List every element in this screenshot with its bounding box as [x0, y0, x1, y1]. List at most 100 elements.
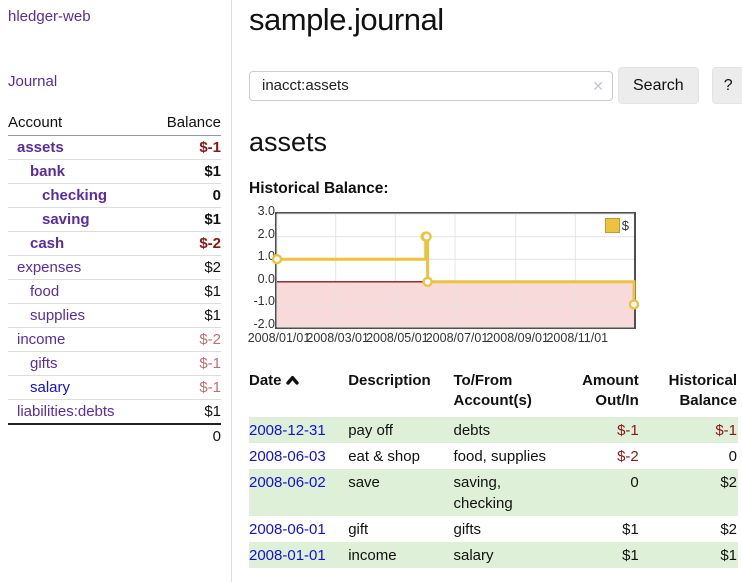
account-balance: $-1 [149, 351, 221, 376]
register-column-label: To/From Account(s) [453, 372, 532, 409]
register-row[interactable]: 2008-06-02 save saving, checking 0 $2 [249, 469, 738, 516]
account-link[interactable]: checking [42, 187, 108, 204]
account-balance: 0 [149, 183, 221, 208]
register-column-header: To/From Account(s) [453, 369, 567, 417]
transaction-balance: 0 [728, 448, 737, 465]
register-column-label: Date [249, 372, 282, 389]
account-balance: $-1 [149, 375, 221, 400]
account-balance: $1 [149, 303, 221, 328]
register-row[interactable]: 2008-06-03 eat & shop food, supplies $-2 0 [249, 443, 738, 469]
account-row: saving $1 [8, 207, 221, 232]
account-balance: $1 [149, 159, 221, 184]
register-column-header[interactable]: Date [249, 369, 348, 417]
x-tick-label: 2008/01/01 [247, 331, 311, 345]
accounts-table: Account Balance assets $-1 bank $1 checking 0… [8, 111, 221, 448]
search-box: ✕ [249, 70, 613, 101]
register-row[interactable]: 2008-01-01 income salary $1 $1 [249, 542, 738, 568]
account-link[interactable]: supplies [30, 307, 86, 324]
help-button[interactable]: ? [711, 67, 742, 104]
transaction-balance: $1 [639, 542, 738, 568]
account-balance: $2 [149, 255, 221, 280]
balance-line-chart [271, 213, 640, 328]
sort-asc-icon [285, 376, 299, 385]
register-column-header: Description [348, 369, 453, 417]
transaction-amount: $1 [567, 542, 640, 568]
y-tick-label: 0.0 [257, 271, 275, 286]
account-balance: $1 [149, 207, 221, 232]
transaction-date-link[interactable]: 2008-06-01 [249, 521, 326, 538]
journal-link[interactable]: Journal [8, 73, 58, 90]
account-link[interactable]: food [30, 283, 60, 300]
register-table: Date Description To/From Account(s) Amount … [249, 369, 738, 568]
account-row: checking 0 [8, 183, 221, 208]
balance-column-header: Balance [149, 111, 221, 136]
x-tick-label: 2008/07/01 [425, 331, 489, 345]
transaction-accounts: debts [453, 417, 568, 443]
transaction-amount: $1 [622, 521, 639, 538]
account-balance: $1 [149, 399, 221, 424]
account-row: liabilities:debts $1 [8, 399, 221, 424]
accounts-column-header: Account [8, 111, 150, 136]
x-tick-label: 2008/05/01 [366, 331, 429, 345]
chart-x-labels: 2008/01/01 2008/03/01 2008/05/01 2008/07/01… [248, 331, 637, 347]
account-row: assets $-1 [8, 136, 221, 160]
x-tick-label: 2008/03/01 [306, 331, 369, 345]
account-link[interactable]: income [17, 331, 66, 348]
sidebar: hledger-web Journal Account Balance asse… [0, 0, 232, 582]
y-tick-label: -2.0 [253, 317, 275, 331]
transaction-amount: $-1 [567, 417, 640, 443]
register-column-label: Historical Balance [668, 372, 737, 409]
transaction-description: gift [348, 521, 369, 538]
account-balance: $-2 [149, 231, 221, 256]
y-tick-label: 3.0 [257, 204, 275, 218]
account-link[interactable]: gifts [30, 355, 58, 372]
transaction-date-link[interactable]: 2008-12-31 [249, 422, 326, 439]
account-link[interactable]: bank [30, 163, 66, 180]
register-column-label: Amount Out/In [582, 372, 639, 409]
account-link[interactable]: cash [30, 235, 65, 252]
legend-label: $ [621, 218, 629, 233]
transaction-description: save [348, 469, 454, 516]
y-tick-label: 2.0 [257, 226, 275, 241]
account-link[interactable]: assets [17, 139, 64, 156]
transaction-amount: 0 [567, 469, 640, 516]
brand-link[interactable]: hledger-web [8, 8, 91, 25]
clear-search-icon[interactable]: ✕ [592, 77, 604, 94]
transaction-accounts: saving, checking [453, 469, 568, 516]
transaction-accounts: salary [453, 542, 568, 568]
y-tick-label: 1.0 [257, 249, 275, 264]
brand: hledger-web [8, 8, 221, 26]
account-row: gifts $-1 [8, 351, 221, 376]
accounts-total-row: 0 [8, 423, 221, 448]
account-row: salary $-1 [8, 375, 221, 400]
transaction-description: eat & shop [348, 448, 420, 465]
account-row: cash $-2 [8, 231, 221, 256]
account-link[interactable]: saving [42, 211, 90, 228]
register-row[interactable]: 2008-06-01 gift gifts $1 $2 [249, 516, 738, 542]
y-tick-label: -1.0 [253, 294, 275, 309]
chart-legend: $ [604, 218, 629, 233]
account-row: supplies $1 [8, 303, 221, 328]
register-row[interactable]: 2008-12-31 pay off debts $-1 $-1 [249, 417, 738, 443]
transaction-date-link[interactable]: 2008-06-03 [249, 448, 326, 465]
transaction-balance: $2 [720, 521, 737, 538]
register-column-header: Historical Balance [640, 369, 738, 417]
account-link[interactable]: salary [30, 379, 71, 396]
account-row: food $1 [8, 279, 221, 304]
search-input[interactable] [249, 70, 613, 101]
account-link[interactable]: liabilities:debts [17, 403, 115, 420]
search-button[interactable]: Search [618, 67, 699, 104]
transaction-date-link[interactable]: 2008-01-01 [249, 547, 326, 564]
legend-swatch [604, 218, 620, 233]
transaction-amount: $-2 [617, 448, 639, 465]
accounts-total-value: 0 [149, 423, 221, 448]
account-link[interactable]: expenses [17, 259, 82, 276]
search-form: ✕ Search ? [249, 67, 742, 104]
transaction-balance: $2 [639, 469, 738, 516]
account-balance: $1 [149, 279, 221, 304]
transaction-date-link[interactable]: 2008-06-02 [249, 474, 326, 491]
x-tick-label: 2008/11/01 [546, 331, 609, 345]
register-column-header: Amount Out/In [568, 369, 640, 417]
journal-nav: Journal [8, 73, 221, 91]
